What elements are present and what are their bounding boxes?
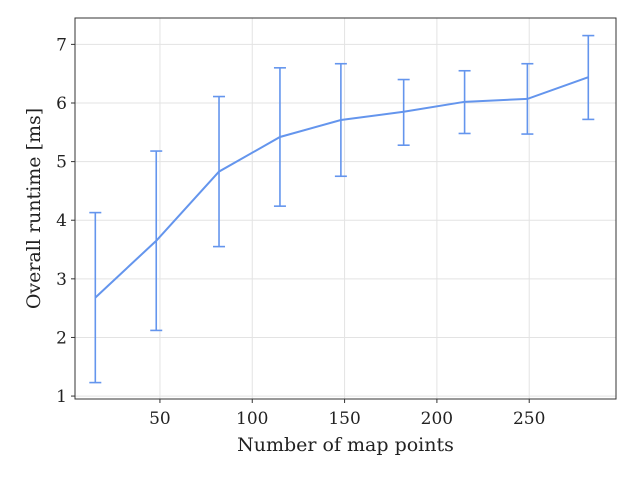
y-tick-label: 4 [56,211,67,231]
x-ticks: 50 100 150 200 250 [149,399,545,429]
y-tick-label: 7 [56,35,67,55]
x-tick-label: 200 [421,409,453,429]
y-axis-label: Overall runtime [ms] [23,108,45,309]
y-tick-label: 6 [56,94,67,114]
plot-frame [74,17,617,400]
y-tick-label: 2 [56,328,67,348]
x-axis-label: Number of map points [237,434,454,456]
x-tick-label: 50 [149,409,171,429]
y-tick-label: 5 [56,153,67,173]
y-ticks: 1 2 3 4 5 6 7 [56,35,75,407]
error-bars [89,34,595,384]
x-tick-label: 100 [236,409,268,429]
series-line [94,76,589,299]
x-tick-label: 250 [513,409,545,429]
x-tick-label: 150 [328,409,360,429]
grid [75,18,616,399]
y-tick-label: 3 [56,270,67,290]
y-tick-label: 1 [56,387,67,407]
